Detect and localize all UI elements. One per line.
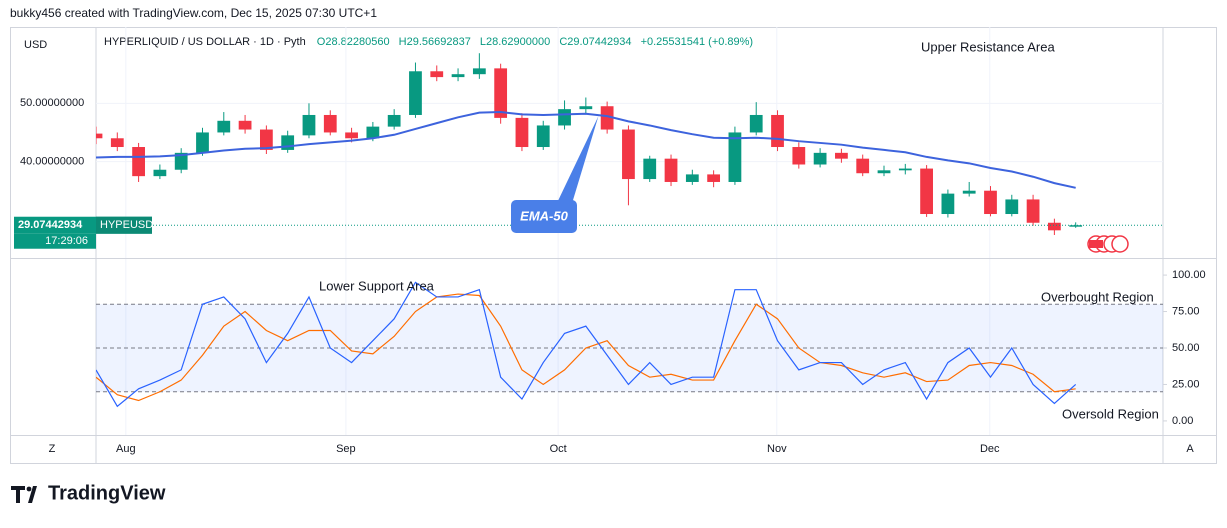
- candle-body: [941, 193, 955, 215]
- y-tick-label: 25.00: [1172, 378, 1200, 390]
- candle-body: [323, 114, 337, 133]
- candle-body: [1047, 222, 1061, 231]
- axis-button[interactable]: A: [1186, 443, 1194, 455]
- y-tick-label: 40.00000000: [20, 155, 84, 167]
- change: +0.25531541 (+0.89%): [641, 36, 754, 48]
- y-tick-label: 0.00: [1172, 415, 1193, 427]
- candle-body: [813, 152, 827, 165]
- logo: [11, 486, 37, 503]
- ohlc-open: O28.82280560: [317, 36, 390, 48]
- candle-body: [1005, 199, 1019, 215]
- candle-body: [96, 133, 103, 139]
- price-tag-label: 29.07442934: [18, 219, 83, 231]
- candle-body: [302, 114, 316, 136]
- countdown-label: 17:29:06: [45, 235, 88, 247]
- annotation: Lower Support Area: [319, 278, 435, 293]
- candle-body: [387, 114, 401, 127]
- ticker-label: HYPEUSD: [100, 219, 153, 231]
- candle-body: [792, 147, 806, 165]
- currency: USD: [24, 39, 47, 51]
- candle-body: [451, 74, 465, 78]
- candle-body: [771, 114, 784, 148]
- rsi-pane: [96, 259, 1163, 435]
- candle-body: [196, 132, 209, 153]
- x-tick-label: Oct: [550, 443, 567, 455]
- candle-body: [132, 147, 145, 177]
- candle-body: [898, 168, 912, 171]
- candle-body: [110, 138, 124, 148]
- overlay: 40.00000000 50.00000000 Aug Sep Oct Nov Dec EMA…: [14, 39, 1206, 455]
- candle-body: [685, 174, 699, 182]
- author-line: bukky456 created with TradingView.com, D…: [10, 6, 377, 20]
- y-tick-label: 50.00000000: [20, 97, 84, 109]
- candle-body: [345, 132, 358, 139]
- candle-body: [664, 158, 678, 182]
- candle-body: [409, 71, 422, 115]
- candle-body: [962, 190, 976, 194]
- candle-body: [728, 132, 742, 182]
- ohlc-close: C29.07442934: [559, 36, 631, 48]
- callout-box: [511, 200, 577, 233]
- candle-body: [622, 129, 635, 180]
- candle-body: [217, 120, 231, 133]
- symbol: HYPERLIQUID / US DOLLAR · 1D · Pyth: [104, 36, 306, 48]
- candle-body: [494, 68, 508, 118]
- annotation: Upper Resistance Area: [921, 39, 1055, 54]
- candle-body: [749, 114, 763, 133]
- x-tick-label: Aug: [116, 443, 136, 455]
- ticker-tag: [96, 216, 152, 234]
- rsi-line: [96, 281, 1077, 408]
- y-tick-label: 100.00: [1172, 269, 1206, 281]
- ema-line: [96, 111, 1076, 189]
- ohlc-low: L28.62900000: [480, 36, 550, 48]
- symbol-line: HYPERLIQUID / US DOLLAR · 1D · Pyth O28.…: [104, 36, 753, 48]
- candle-body: [1069, 225, 1083, 227]
- axis-button[interactable]: Z: [49, 443, 56, 455]
- ohlc-high: H29.56692837: [399, 36, 471, 48]
- candle-body: [835, 152, 848, 159]
- annotation: Oversold Region: [1062, 406, 1159, 421]
- y-tick-label: 50.00: [1172, 342, 1200, 354]
- candle-body: [238, 120, 252, 130]
- x-tick-label: Dec: [980, 443, 1000, 455]
- candle-body: [174, 152, 188, 170]
- flags-icon: [1087, 235, 1129, 253]
- x-tick-label: Sep: [336, 443, 356, 455]
- candle-body: [1026, 199, 1040, 223]
- candle-body: [643, 158, 657, 180]
- frame: [10, 27, 1217, 464]
- y-tick-label: 75.00: [1172, 305, 1200, 317]
- candle-body: [707, 174, 721, 182]
- price-pane: [96, 27, 1163, 258]
- candle-body: [515, 117, 529, 148]
- callout-label: EMA-50: [520, 208, 568, 223]
- candle-body: [984, 190, 997, 215]
- candle-body: [153, 169, 167, 177]
- brand: TradingView: [48, 482, 166, 504]
- callout-pointer: [556, 116, 599, 210]
- candle-body: [856, 158, 870, 174]
- candle-body: [366, 126, 380, 139]
- countdown-tag: [14, 233, 96, 249]
- candle-body: [259, 129, 273, 150]
- x-tick-label: Nov: [767, 443, 787, 455]
- candle-body: [600, 106, 614, 130]
- annotation: Overbought Region: [1041, 289, 1154, 304]
- candle-body: [430, 71, 444, 78]
- candle-body: [579, 106, 593, 110]
- candle-body: [920, 168, 933, 215]
- candle-body: [472, 68, 486, 75]
- candle-body: [877, 170, 891, 174]
- candle-body: [536, 125, 550, 148]
- candle-body: [558, 109, 571, 126]
